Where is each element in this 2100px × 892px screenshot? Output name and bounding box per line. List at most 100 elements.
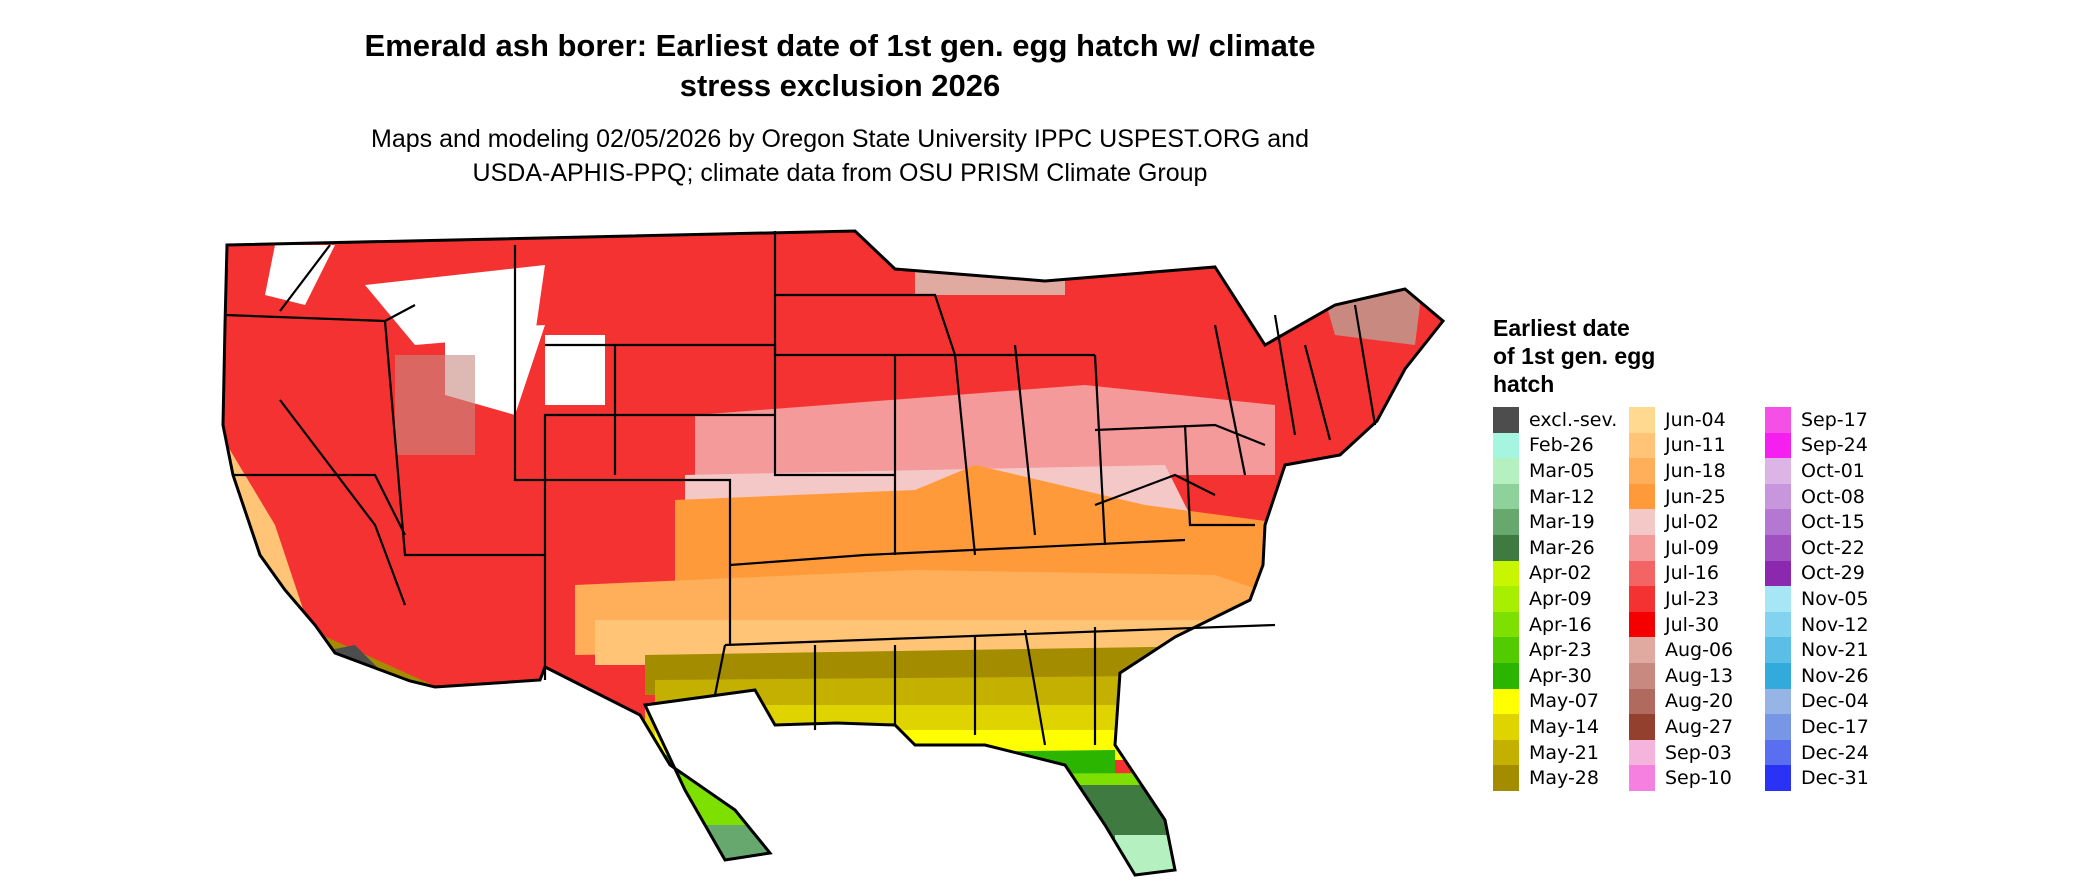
legend-item: Mar-26: [1493, 534, 1629, 561]
legend-swatch: [1765, 534, 1791, 561]
legend-label: Jul-23: [1665, 587, 1719, 610]
legend-item: Aug-06: [1629, 637, 1765, 663]
legend-swatch: [1629, 458, 1655, 484]
legend-swatch: [1629, 432, 1655, 459]
legend-swatch: [1629, 560, 1655, 587]
legend-item: excl.-sev.: [1493, 407, 1629, 433]
legend-label: Apr-09: [1529, 587, 1592, 610]
legend-swatch: [1765, 458, 1791, 484]
legend-title-line-3: hatch: [1493, 371, 1555, 397]
legend-label: Jun-18: [1665, 459, 1726, 482]
legend-swatch: [1493, 739, 1519, 766]
legend-label: Aug-20: [1665, 690, 1734, 713]
legend-item: Nov-21: [1765, 637, 1901, 663]
legend-swatch: [1765, 407, 1791, 433]
legend-swatch: [1629, 662, 1655, 689]
legend-swatch: [1765, 765, 1791, 791]
legend-swatch: [1493, 432, 1519, 459]
legend-label: Jun-11: [1665, 434, 1726, 457]
legend-item: Aug-27: [1629, 714, 1765, 740]
legend-label: May-21: [1529, 741, 1599, 764]
legend-swatch: [1493, 534, 1519, 561]
legend-column: Sep-17 Sep-24 Oct-01 Oct-08 Oct-15 Oct-22 Oct-…: [1765, 407, 1901, 791]
legend-item: Apr-23: [1493, 637, 1629, 663]
legend-label: Jun-04: [1665, 408, 1726, 431]
legend-title-line-2: of 1st gen. egg: [1493, 343, 1656, 369]
legend-swatch: [1629, 637, 1655, 663]
legend-label: Sep-24: [1801, 434, 1868, 457]
legend-item: Jul-16: [1629, 560, 1765, 587]
legend-item: Jul-23: [1629, 586, 1765, 612]
legend-swatch: [1765, 586, 1791, 612]
legend-swatch: [1493, 560, 1519, 587]
legend-swatch: [1629, 407, 1655, 433]
legend-item: Dec-24: [1765, 739, 1901, 766]
legend-label: Oct-08: [1801, 485, 1865, 508]
legend-item: Sep-24: [1765, 432, 1901, 459]
legend-item: Jul-30: [1629, 611, 1765, 638]
legend-item: Oct-15: [1765, 509, 1901, 535]
legend-title-line-1: Earliest date: [1493, 315, 1630, 341]
legend-label: Mar-19: [1529, 511, 1595, 534]
legend-label: Nov-05: [1801, 587, 1869, 610]
legend-swatch: [1493, 407, 1519, 433]
legend-label: Feb-26: [1529, 434, 1594, 457]
legend-swatch: [1765, 483, 1791, 510]
legend-item: Sep-03: [1629, 739, 1765, 766]
legend-label: Apr-23: [1529, 639, 1592, 662]
legend-label: Aug-06: [1665, 639, 1734, 662]
map-title: Emerald ash borer: Earliest date of 1st …: [290, 26, 1390, 106]
legend-swatch: [1629, 739, 1655, 766]
legend-columns: excl.-sev. Feb-26 Mar-05 Mar-12 Mar-19 Mar-26…: [1493, 407, 1901, 791]
legend-item: Oct-29: [1765, 560, 1901, 587]
legend-item: Sep-17: [1765, 407, 1901, 433]
legend-item: Jun-25: [1629, 483, 1765, 510]
legend-swatch: [1629, 586, 1655, 612]
legend-swatch: [1493, 714, 1519, 740]
legend-label: Jul-30: [1665, 613, 1719, 636]
legend-item: Oct-22: [1765, 534, 1901, 561]
legend-label: excl.-sev.: [1529, 408, 1618, 431]
legend-item: Mar-05: [1493, 458, 1629, 484]
legend: Earliest date of 1st gen. egg hatch excl…: [1493, 314, 1869, 791]
legend-column: excl.-sev. Feb-26 Mar-05 Mar-12 Mar-19 Mar-26…: [1493, 407, 1629, 791]
legend-label: Dec-31: [1801, 767, 1869, 790]
legend-item: Mar-19: [1493, 509, 1629, 535]
legend-swatch: [1629, 611, 1655, 638]
legend-label: Apr-16: [1529, 613, 1592, 636]
legend-column: Jun-04 Jun-11 Jun-18 Jun-25 Jul-02 Jul-09 Jul-…: [1629, 407, 1765, 791]
legend-label: Nov-26: [1801, 664, 1869, 687]
legend-item: Dec-17: [1765, 714, 1901, 740]
legend-swatch: [1765, 637, 1791, 663]
legend-swatch: [1629, 765, 1655, 791]
legend-label: Apr-30: [1529, 664, 1592, 687]
legend-label: Aug-27: [1665, 715, 1734, 738]
legend-swatch: [1765, 739, 1791, 766]
state-boundaries: [224, 231, 1377, 746]
legend-swatch: [1765, 432, 1791, 459]
legend-swatch: [1493, 688, 1519, 715]
legend-label: Jul-16: [1665, 562, 1719, 585]
legend-label: Apr-02: [1529, 562, 1592, 585]
legend-label: May-07: [1529, 690, 1599, 713]
legend-swatch: [1629, 509, 1655, 535]
legend-swatch: [1629, 483, 1655, 510]
legend-label: Oct-22: [1801, 536, 1865, 559]
legend-swatch: [1629, 534, 1655, 561]
map-subtitle-line-2: USDA-APHIS-PPQ; climate data from OSU PR…: [472, 159, 1208, 187]
legend-item: Apr-02: [1493, 560, 1629, 587]
legend-swatch: [1493, 637, 1519, 663]
legend-item: Jun-11: [1629, 432, 1765, 459]
legend-label: Dec-17: [1801, 715, 1869, 738]
legend-item: Aug-20: [1629, 688, 1765, 715]
legend-item: May-14: [1493, 714, 1629, 740]
legend-swatch: [1493, 586, 1519, 612]
legend-swatch: [1765, 560, 1791, 587]
legend-label: Jul-09: [1665, 536, 1719, 559]
legend-item: Apr-30: [1493, 662, 1629, 689]
legend-label: Sep-10: [1665, 767, 1732, 790]
map-title-line-2: stress exclusion 2026: [679, 68, 1001, 103]
legend-label: Jul-02: [1665, 511, 1719, 534]
legend-item: Apr-16: [1493, 611, 1629, 638]
legend-label: Jun-25: [1665, 485, 1726, 508]
